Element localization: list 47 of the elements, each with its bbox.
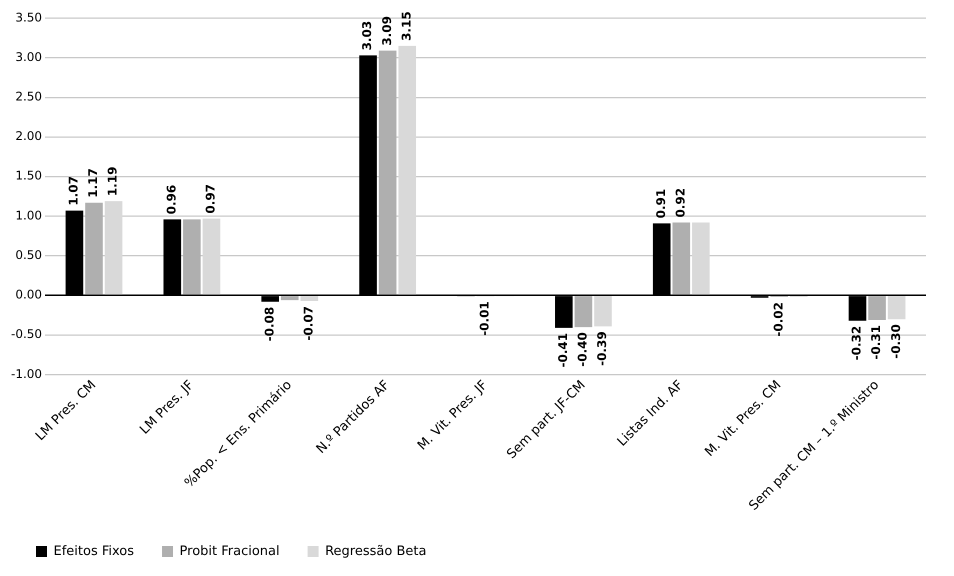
data-label: -0.40 <box>576 332 590 367</box>
data-label: 1.17 <box>86 168 100 198</box>
bar <box>574 296 592 328</box>
data-label: -0.30 <box>888 324 903 359</box>
bar <box>888 296 906 320</box>
data-label: 0.97 <box>204 184 218 214</box>
legend-label: Efeitos Fixos <box>54 544 134 559</box>
data-label: -0.41 <box>556 332 570 368</box>
legend-label: Regressão Beta <box>325 544 426 559</box>
bar <box>280 296 299 300</box>
bar <box>104 201 122 295</box>
bar <box>202 218 220 295</box>
y-tick-label: 2.50 <box>15 90 42 104</box>
data-label: -0.02 <box>771 302 786 337</box>
data-label: -0.07 <box>301 306 316 341</box>
bar <box>378 50 396 295</box>
y-tick-label: 0.00 <box>15 288 42 302</box>
bar <box>672 222 690 295</box>
y-tick-label: 3.00 <box>15 50 42 64</box>
bar <box>398 46 416 295</box>
y-tick-label: 1.00 <box>15 208 42 222</box>
data-label: 0.91 <box>654 188 668 218</box>
data-label: 1.07 <box>66 176 81 206</box>
bar <box>300 296 318 301</box>
bar <box>868 296 886 320</box>
y-tick-label: -0.50 <box>10 327 42 342</box>
legend-label: Probit Fracional <box>180 544 280 559</box>
data-label: -0.32 <box>850 326 864 360</box>
y-tick-label: -1.00 <box>10 366 42 381</box>
data-label: 0.92 <box>673 188 688 218</box>
y-tick-label: 2.00 <box>15 129 42 144</box>
data-label: 0.96 <box>164 184 178 214</box>
data-label: 3.15 <box>399 11 414 41</box>
data-label: -0.08 <box>262 306 276 342</box>
data-label: 3.03 <box>360 20 374 50</box>
y-tick-label: 3.50 <box>15 10 42 24</box>
bar <box>692 222 710 295</box>
bar <box>85 202 103 295</box>
data-label: -0.31 <box>869 324 884 360</box>
data-label: 3.09 <box>380 16 394 46</box>
data-label: -0.39 <box>595 331 610 366</box>
data-label: 1.19 <box>106 166 120 196</box>
data-label: -0.01 <box>478 301 492 336</box>
bar <box>594 296 612 326</box>
bar <box>183 219 201 295</box>
y-tick-label: 0.50 <box>15 248 42 262</box>
y-tick-label: 1.50 <box>15 168 42 183</box>
